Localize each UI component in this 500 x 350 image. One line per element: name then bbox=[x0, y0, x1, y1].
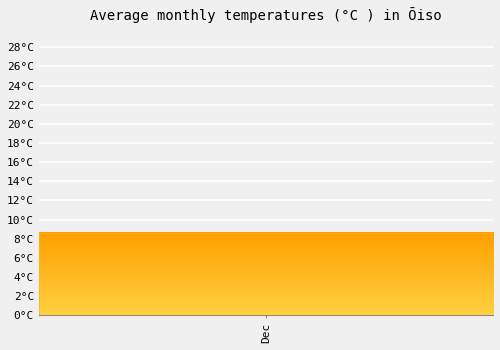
Title: Average monthly temperatures (°C ) in Ōiso: Average monthly temperatures (°C ) in Ōi… bbox=[90, 7, 442, 23]
Bar bbox=[39, 233, 493, 315]
